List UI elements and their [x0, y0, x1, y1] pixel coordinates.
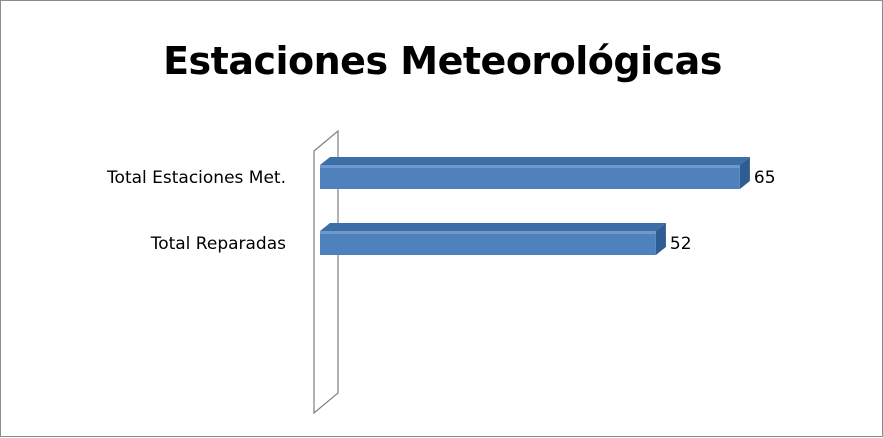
data-label-total-reparadas: 52 [669, 234, 692, 254]
bar-total-estaciones [320, 165, 740, 189]
bar-highlight-total-reparadas [320, 231, 656, 234]
bar-top-total-reparadas [320, 223, 666, 231]
category-label-total-reparadas: Total Reparadas [150, 234, 286, 254]
bar-highlight-total-estaciones [320, 165, 740, 168]
bar-total-reparadas [320, 231, 656, 255]
axis-wall [313, 129, 339, 415]
bar-top-total-estaciones [320, 157, 750, 165]
category-label-total-estaciones: Total Estaciones Met. [107, 168, 286, 188]
bar-end-total-estaciones [739, 157, 750, 189]
chart-title: Estaciones Meteorológicas [163, 39, 722, 83]
bar-end-total-reparadas [655, 223, 666, 255]
data-label-total-estaciones: 65 [753, 168, 776, 188]
